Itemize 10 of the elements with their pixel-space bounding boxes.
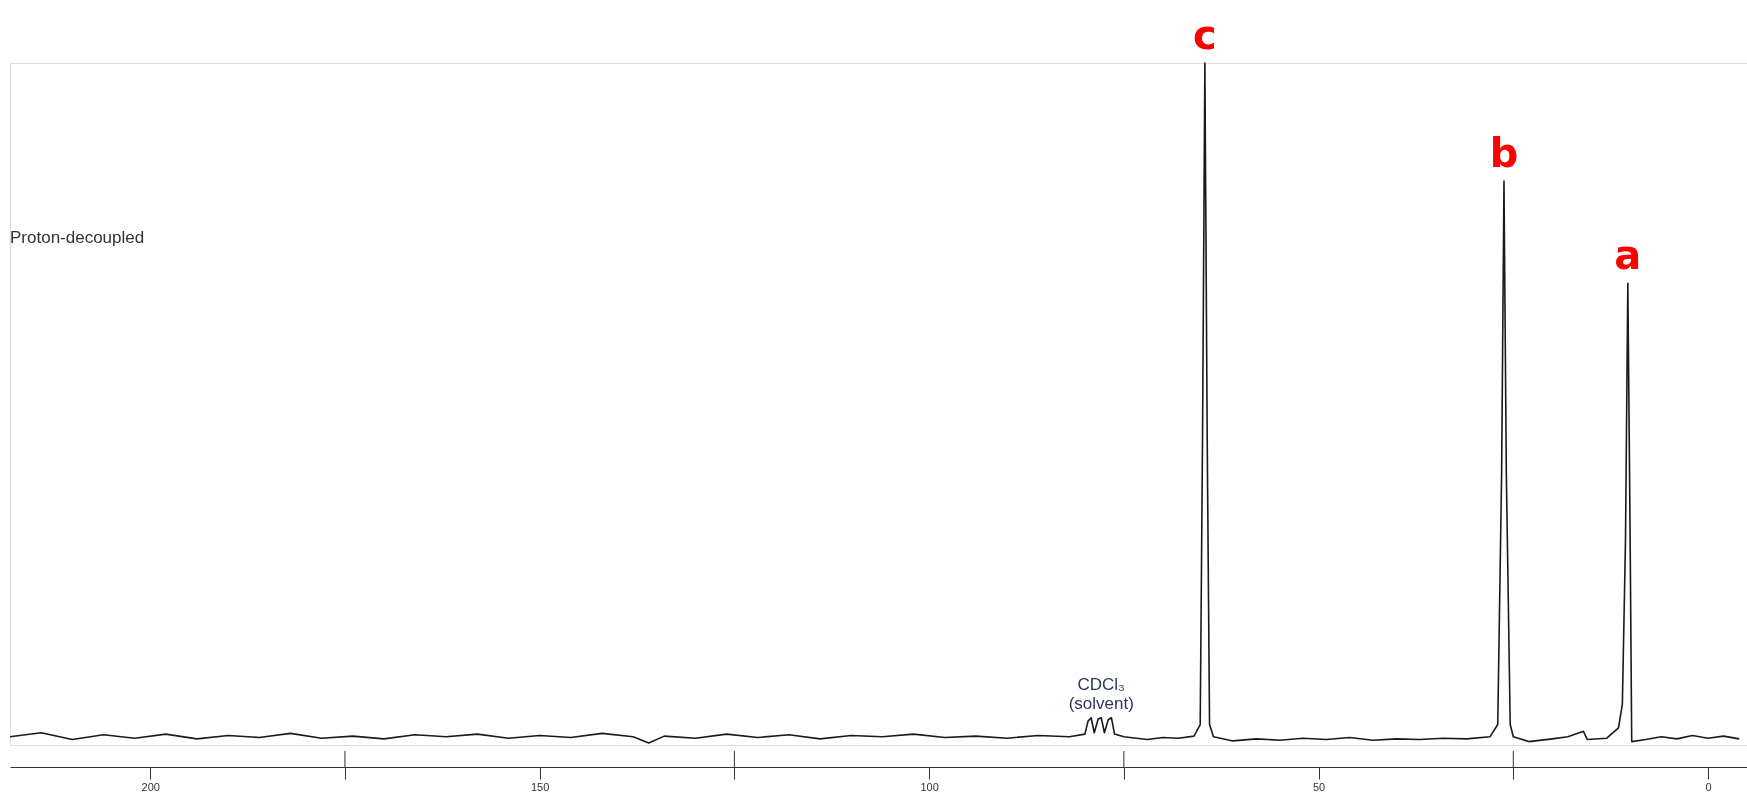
x-tick-label: 0 [1705,780,1712,793]
x-tick-label: 100 [920,780,939,793]
annotation: Proton-decoupled [10,228,145,247]
x-tick-label: 200 [141,780,160,793]
annotation: c [1193,12,1217,58]
annotation: CDCl₃ (solvent) [1068,674,1134,713]
x-tick-label: 150 [530,780,550,793]
x-tick-label: 50 [1312,780,1326,793]
annotation: b [1489,129,1519,176]
annotation: a [1614,232,1642,279]
